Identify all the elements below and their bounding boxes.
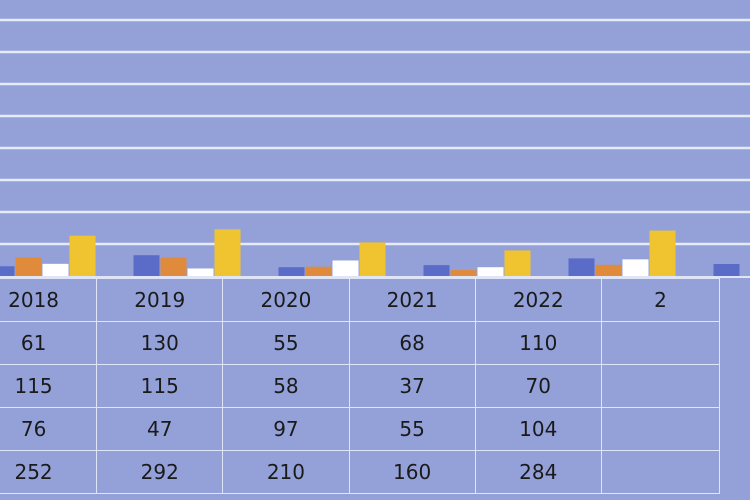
table-cell: 130 bbox=[96, 321, 224, 365]
table-header-row: 2018 2019 2020 2021 2022 2 bbox=[0, 278, 721, 322]
table-cell: 97 bbox=[222, 407, 350, 451]
bar bbox=[69, 235, 96, 276]
bar bbox=[595, 264, 622, 276]
table-cell: 115 bbox=[0, 364, 98, 408]
bar bbox=[0, 266, 15, 276]
bar bbox=[214, 229, 241, 276]
table-cell: 61 bbox=[0, 321, 98, 365]
table-cell bbox=[600, 407, 721, 451]
table-cell bbox=[600, 321, 721, 365]
table-cell: 58 bbox=[222, 364, 350, 408]
table-cell: 110 bbox=[474, 321, 602, 365]
bar bbox=[504, 250, 531, 276]
table-cell: 70 bbox=[474, 364, 602, 408]
year-cell: 2019 bbox=[96, 278, 224, 322]
table-cell: 55 bbox=[222, 321, 350, 365]
table-row: 76 47 97 55 104 bbox=[0, 407, 721, 451]
year-cell: 2020 bbox=[222, 278, 350, 322]
bar bbox=[305, 266, 332, 276]
table-cell: 210 bbox=[222, 450, 350, 494]
year-cell: 2021 bbox=[348, 278, 476, 322]
bar bbox=[278, 267, 305, 276]
bar bbox=[622, 259, 649, 276]
bar bbox=[450, 270, 477, 276]
bar bbox=[359, 242, 386, 276]
data-table: 2018 2019 2020 2021 2022 2 61 130 55 68 … bbox=[0, 278, 721, 494]
year-cell: 2018 bbox=[0, 278, 98, 322]
year-cell: 2022 bbox=[474, 278, 602, 322]
bar bbox=[160, 257, 187, 276]
table-cell: 115 bbox=[96, 364, 224, 408]
table-cell: 76 bbox=[0, 407, 98, 451]
bar-chart bbox=[0, 18, 750, 278]
bar bbox=[477, 267, 504, 276]
table-cell: 68 bbox=[348, 321, 476, 365]
table-cell bbox=[600, 364, 721, 408]
year-cell: 2 bbox=[600, 278, 721, 322]
bar bbox=[649, 230, 676, 276]
table-cell bbox=[600, 450, 721, 494]
table-cell: 252 bbox=[0, 450, 98, 494]
bar bbox=[713, 264, 740, 276]
table-row: 115 115 58 37 70 bbox=[0, 364, 721, 408]
bar bbox=[423, 265, 450, 276]
bar bbox=[133, 255, 160, 276]
table-cell: 160 bbox=[348, 450, 476, 494]
table-cell: 104 bbox=[474, 407, 602, 451]
table-row: 252 292 210 160 284 bbox=[0, 450, 721, 494]
bar bbox=[42, 263, 69, 276]
table-cell: 284 bbox=[474, 450, 602, 494]
table-cell: 47 bbox=[96, 407, 224, 451]
table-cell: 292 bbox=[96, 450, 224, 494]
table-cell: 37 bbox=[348, 364, 476, 408]
bar bbox=[568, 258, 595, 276]
bar bbox=[15, 257, 42, 276]
bar bbox=[332, 260, 359, 276]
table-row: 61 130 55 68 110 bbox=[0, 321, 721, 365]
bar bbox=[187, 268, 214, 276]
table-cell: 55 bbox=[348, 407, 476, 451]
